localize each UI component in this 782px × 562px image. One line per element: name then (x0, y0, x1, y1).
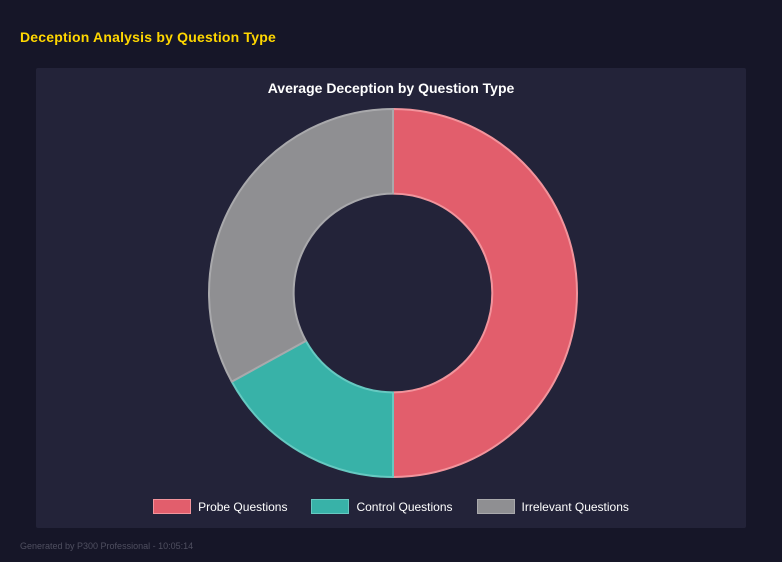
legend-swatch-probe (153, 499, 192, 514)
legend-swatch-control (311, 499, 350, 514)
donut-chart (208, 108, 578, 478)
chart-panel: Average Deception by Question Type Probe… (36, 68, 746, 528)
chart-legend: Probe Questions Control Questions Irrele… (36, 499, 746, 514)
legend-item-irrelevant[interactable]: Irrelevant Questions (476, 499, 629, 514)
donut-segment-1[interactable] (230, 339, 394, 478)
legend-item-control[interactable]: Control Questions (311, 499, 453, 514)
legend-label-probe: Probe Questions (198, 499, 288, 514)
legend-item-probe[interactable]: Probe Questions (153, 499, 287, 514)
legend-swatch-irrelevant (476, 499, 515, 514)
page-title: Deception Analysis by Question Type (20, 29, 276, 45)
legend-label-control: Control Questions (356, 499, 453, 514)
donut-segment-2[interactable] (208, 108, 394, 383)
legend-label-irrelevant: Irrelevant Questions (521, 499, 629, 514)
donut-segment-0[interactable] (392, 108, 578, 478)
chart-title: Average Deception by Question Type (267, 80, 515, 96)
footer-text: Generated by P300 Professional - 10:05:1… (20, 541, 194, 551)
